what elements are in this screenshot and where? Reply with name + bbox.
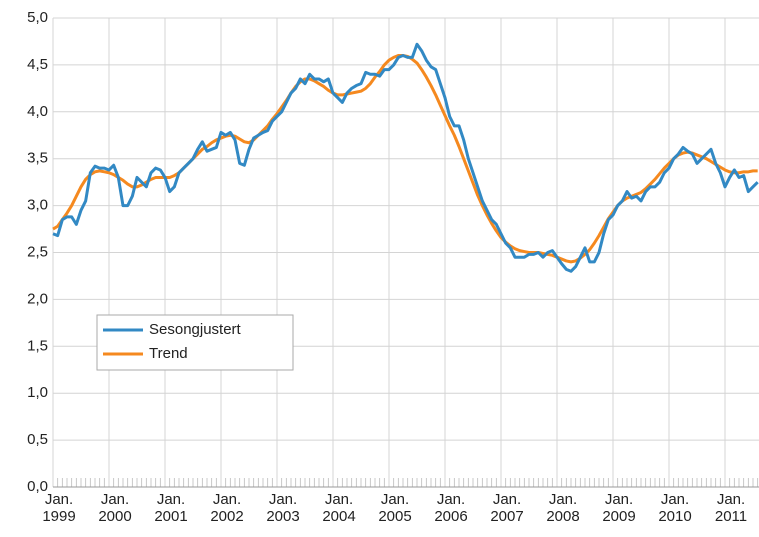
x-tick-label: Jan. 2000 <box>98 491 132 525</box>
y-tick-label: 1,0 <box>27 384 48 401</box>
legend-label: Sesongjustert <box>149 321 242 338</box>
y-tick-label: 4,0 <box>27 103 48 120</box>
x-tick-label: Jan. 2005 <box>378 491 412 525</box>
y-tick-label: 2,5 <box>27 243 48 260</box>
legend: Sesongjustert Trend <box>96 314 294 371</box>
x-tick-label: Jan. 2006 <box>434 491 468 525</box>
y-tick-label: 4,5 <box>27 56 48 73</box>
y-tick-label: 2,0 <box>27 290 48 307</box>
y-tick-label: 3,0 <box>27 197 48 214</box>
x-tick-label: Jan. 2009 <box>602 491 636 525</box>
y-tick-label: 5,0 <box>27 9 48 26</box>
x-tick-label: Jan. 2008 <box>546 491 580 525</box>
x-tick-label: Jan. 1999 <box>42 491 76 525</box>
legend-label: Trend <box>149 345 188 362</box>
y-tick-label: 0,0 <box>27 478 48 495</box>
x-tick-label: Jan. 2011 <box>714 491 748 525</box>
x-tick-label: Jan. 2010 <box>658 491 692 525</box>
y-tick-label: 0,5 <box>27 431 48 448</box>
line-series <box>52 42 759 273</box>
x-tick-label: Jan. 2001 <box>154 491 188 525</box>
x-tick-label: Jan. 2007 <box>490 491 524 525</box>
x-tick-label: Jan. 2003 <box>266 491 300 525</box>
y-tick-label: 3,5 <box>27 150 48 167</box>
legend-box <box>96 314 294 371</box>
y-tick-label: 1,5 <box>27 337 48 354</box>
x-tick-label: Jan. 2004 <box>322 491 356 525</box>
x-tick-label: Jan. 2002 <box>210 491 244 525</box>
